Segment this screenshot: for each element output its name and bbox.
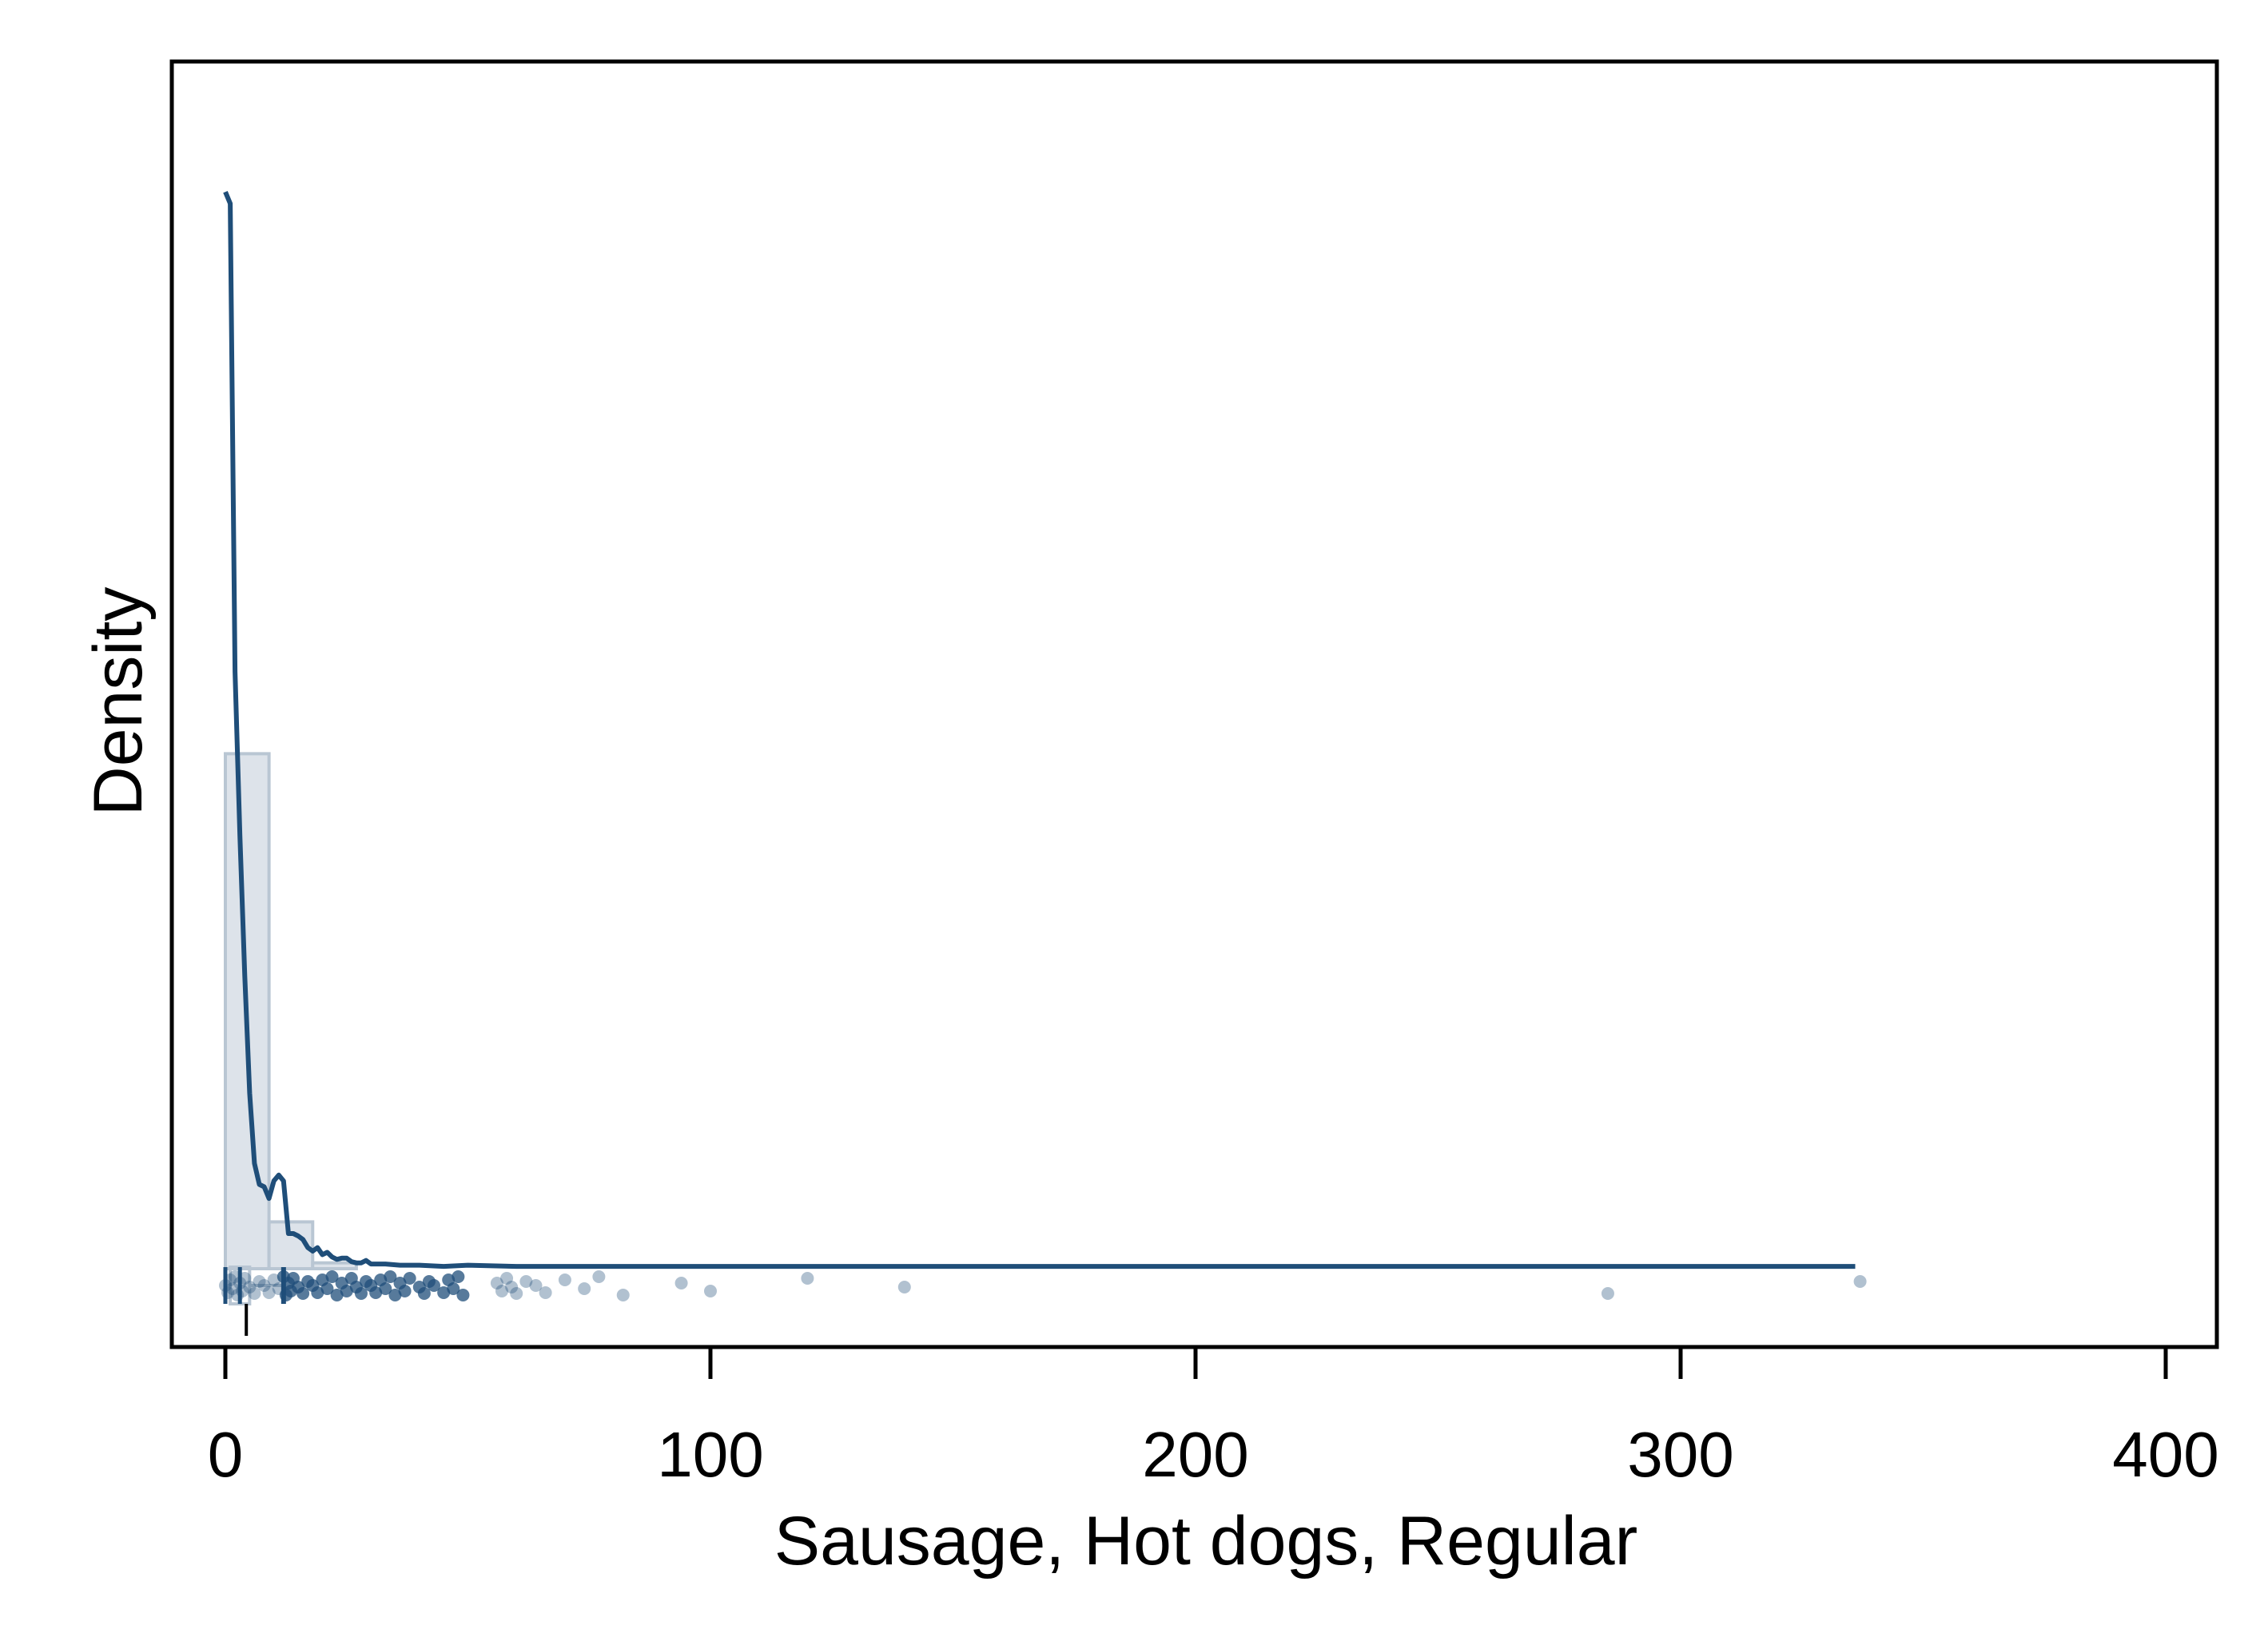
observation-point xyxy=(417,1287,431,1300)
observation-point xyxy=(490,1277,503,1289)
observation-point xyxy=(311,1286,324,1299)
observation-point xyxy=(253,1275,266,1288)
observation-point xyxy=(243,1281,257,1293)
observation-point xyxy=(340,1285,353,1297)
x-tick-label: 400 xyxy=(2112,1419,2218,1490)
observation-point xyxy=(379,1282,392,1295)
x-tick-label: 0 xyxy=(208,1419,244,1490)
observation-point xyxy=(578,1282,591,1295)
observation-point xyxy=(320,1282,334,1295)
observation-point xyxy=(510,1287,523,1300)
observation-point xyxy=(558,1274,571,1286)
observation-point xyxy=(219,1279,232,1292)
observation-point xyxy=(403,1272,416,1285)
observation-point xyxy=(456,1289,470,1301)
observation-point xyxy=(1853,1275,1867,1288)
x-axis-ticks: 0 100 200 300 400 xyxy=(208,1347,2219,1490)
observation-point xyxy=(447,1282,460,1295)
observation-point xyxy=(704,1285,717,1297)
observation-point xyxy=(233,1277,247,1289)
x-axis-label: Sausage, Hot dogs, Regular xyxy=(774,1503,1637,1579)
x-tick-label: 200 xyxy=(1142,1419,1248,1490)
density-curve-layer xyxy=(223,191,1856,1270)
observation-point xyxy=(519,1275,533,1288)
observation-point xyxy=(505,1281,519,1293)
observation-point xyxy=(231,1289,245,1301)
observation-point xyxy=(224,1274,237,1286)
observation-point xyxy=(428,1279,441,1292)
histogram-bar-2 xyxy=(311,1261,358,1271)
observation-point xyxy=(221,1286,235,1299)
observation-point xyxy=(384,1270,397,1283)
x-tick-label: 300 xyxy=(1627,1419,1733,1490)
observation-point xyxy=(500,1272,514,1285)
observation-point xyxy=(257,1279,271,1292)
observation-point xyxy=(495,1285,508,1297)
observation-point xyxy=(801,1272,814,1285)
x-tick-label: 100 xyxy=(657,1419,763,1490)
observation-point xyxy=(437,1286,451,1299)
observation-points xyxy=(219,1270,1867,1301)
observation-point xyxy=(529,1279,543,1292)
observation-point xyxy=(1601,1287,1614,1300)
observation-point xyxy=(248,1287,261,1300)
y-axis-label: Density xyxy=(80,587,157,817)
observation-point xyxy=(238,1272,252,1285)
observation-point xyxy=(262,1286,276,1299)
density-curve xyxy=(223,191,1856,1270)
observation-point xyxy=(325,1270,339,1283)
observation-point xyxy=(296,1287,310,1300)
observation-point xyxy=(226,1282,240,1295)
observation-point xyxy=(674,1277,688,1289)
observation-point xyxy=(330,1289,344,1301)
observation-point xyxy=(229,1270,242,1283)
observation-point xyxy=(897,1281,911,1293)
observation-point xyxy=(616,1289,630,1301)
observation-point xyxy=(369,1286,383,1299)
observation-point xyxy=(236,1285,249,1297)
observation-point xyxy=(267,1274,281,1286)
observation-point xyxy=(398,1285,412,1297)
observation-point xyxy=(388,1289,402,1301)
observation-point xyxy=(452,1270,465,1283)
histogram-bars xyxy=(224,752,358,1271)
observation-point xyxy=(592,1270,606,1283)
observation-point xyxy=(539,1286,552,1299)
observation-point xyxy=(354,1287,368,1300)
